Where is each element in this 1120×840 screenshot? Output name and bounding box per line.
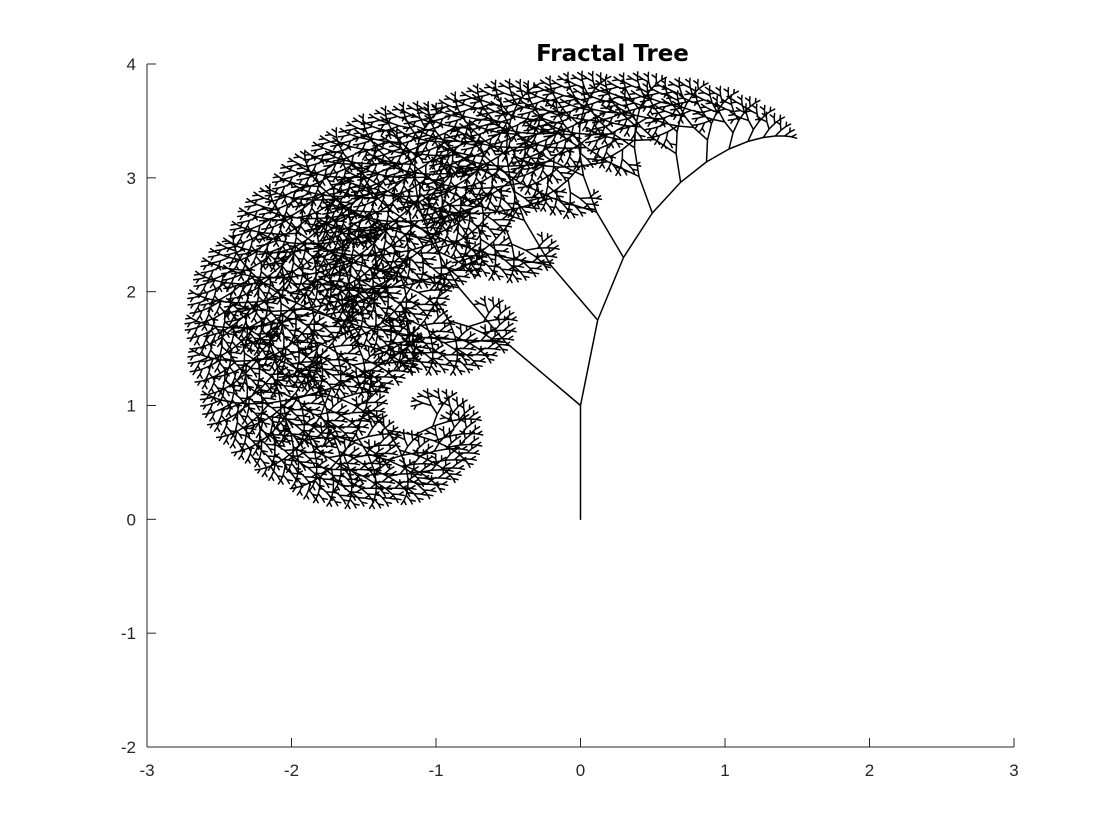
- y-tick-label: 4: [127, 55, 136, 74]
- y-tick-label: 3: [127, 169, 136, 188]
- fractal-tree-line: [184, 70, 798, 521]
- x-tick-label: 0: [576, 761, 585, 780]
- x-tick-label: 3: [1009, 761, 1018, 780]
- y-tick-label: 2: [127, 283, 136, 302]
- x-tick-label: -2: [284, 761, 299, 780]
- y-tick-label: 1: [127, 397, 136, 416]
- plot-area: [184, 70, 798, 521]
- x-tick-label: -3: [139, 761, 154, 780]
- y-tick-label: 0: [127, 510, 136, 529]
- x-ticks: -3 -2 -1 0 1 2 3: [139, 738, 1019, 780]
- x-tick-label: -1: [428, 761, 443, 780]
- x-tick-label: 1: [720, 761, 729, 780]
- y-ticks: -2 -1 0 1 2 3 4: [121, 55, 156, 757]
- chart-title: Fractal Tree: [536, 41, 689, 67]
- x-tick-label: 2: [865, 761, 874, 780]
- y-tick-label: -1: [121, 624, 136, 643]
- y-tick-label: -2: [121, 738, 136, 757]
